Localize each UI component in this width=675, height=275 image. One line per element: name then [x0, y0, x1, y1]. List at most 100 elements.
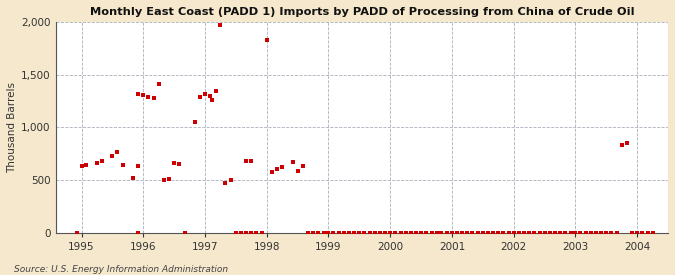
Point	[169, 161, 180, 165]
Point	[441, 230, 452, 235]
Point	[117, 163, 128, 167]
Point	[107, 153, 118, 158]
Text: Source: U.S. Energy Information Administration: Source: U.S. Energy Information Administ…	[14, 265, 227, 274]
Point	[164, 177, 175, 181]
Point	[462, 230, 472, 235]
Point	[205, 94, 215, 98]
Point	[251, 230, 262, 235]
Point	[497, 230, 508, 235]
Point	[570, 230, 581, 235]
Point	[504, 230, 514, 235]
Point	[323, 230, 334, 235]
Point	[431, 230, 442, 235]
Point	[215, 23, 226, 27]
Point	[112, 150, 123, 155]
Point	[266, 170, 277, 175]
Point	[288, 160, 298, 164]
Point	[447, 230, 458, 235]
Point	[207, 98, 218, 102]
Point	[488, 230, 499, 235]
Point	[339, 230, 350, 235]
Point	[302, 230, 313, 235]
Point	[272, 167, 283, 172]
Point	[612, 230, 622, 235]
Point	[627, 230, 638, 235]
Point	[580, 230, 591, 235]
Y-axis label: Thousand Barrels: Thousand Barrels	[7, 82, 17, 173]
Point	[616, 143, 627, 147]
Point	[508, 230, 519, 235]
Point	[513, 230, 524, 235]
Point	[354, 230, 364, 235]
Point	[575, 230, 586, 235]
Point	[524, 230, 535, 235]
Point	[308, 230, 319, 235]
Point	[210, 89, 221, 94]
Point	[318, 230, 329, 235]
Point	[421, 230, 431, 235]
Point	[225, 178, 236, 182]
Point	[493, 230, 504, 235]
Point	[426, 230, 437, 235]
Point	[277, 165, 288, 169]
Point	[400, 230, 411, 235]
Point	[467, 230, 478, 235]
Point	[483, 230, 493, 235]
Point	[643, 230, 653, 235]
Point	[380, 230, 391, 235]
Point	[477, 230, 488, 235]
Point	[71, 230, 82, 235]
Point	[637, 230, 647, 235]
Point	[76, 164, 87, 168]
Point	[256, 230, 267, 235]
Point	[261, 38, 272, 42]
Point	[133, 164, 144, 168]
Point	[549, 230, 560, 235]
Point	[411, 230, 422, 235]
Point	[416, 230, 427, 235]
Point	[230, 230, 241, 235]
Point	[436, 230, 447, 235]
Point	[647, 230, 658, 235]
Point	[349, 230, 360, 235]
Point	[133, 91, 144, 96]
Point	[180, 230, 190, 235]
Point	[601, 230, 612, 235]
Point	[81, 163, 92, 167]
Point	[148, 95, 159, 100]
Point	[246, 159, 256, 163]
Point	[292, 169, 303, 174]
Point	[158, 178, 169, 182]
Point	[344, 230, 354, 235]
Point	[396, 230, 406, 235]
Title: Monthly East Coast (PADD 1) Imports by PADD of Processing from China of Crude Oi: Monthly East Coast (PADD 1) Imports by P…	[90, 7, 634, 17]
Point	[385, 230, 396, 235]
Point	[405, 230, 416, 235]
Point	[606, 230, 617, 235]
Point	[565, 230, 576, 235]
Point	[241, 159, 252, 163]
Point	[138, 92, 148, 97]
Point	[596, 230, 607, 235]
Point	[297, 164, 308, 168]
Point	[544, 230, 555, 235]
Point	[153, 82, 164, 86]
Point	[621, 141, 632, 145]
Point	[369, 230, 380, 235]
Point	[328, 230, 339, 235]
Point	[389, 230, 400, 235]
Point	[591, 230, 601, 235]
Point	[359, 230, 370, 235]
Point	[364, 230, 375, 235]
Point	[452, 230, 462, 235]
Point	[143, 95, 154, 99]
Point	[519, 230, 530, 235]
Point	[200, 91, 211, 96]
Point	[97, 159, 107, 163]
Point	[133, 230, 144, 235]
Point	[529, 230, 539, 235]
Point	[585, 230, 596, 235]
Point	[313, 230, 323, 235]
Point	[173, 162, 184, 166]
Point	[92, 161, 103, 165]
